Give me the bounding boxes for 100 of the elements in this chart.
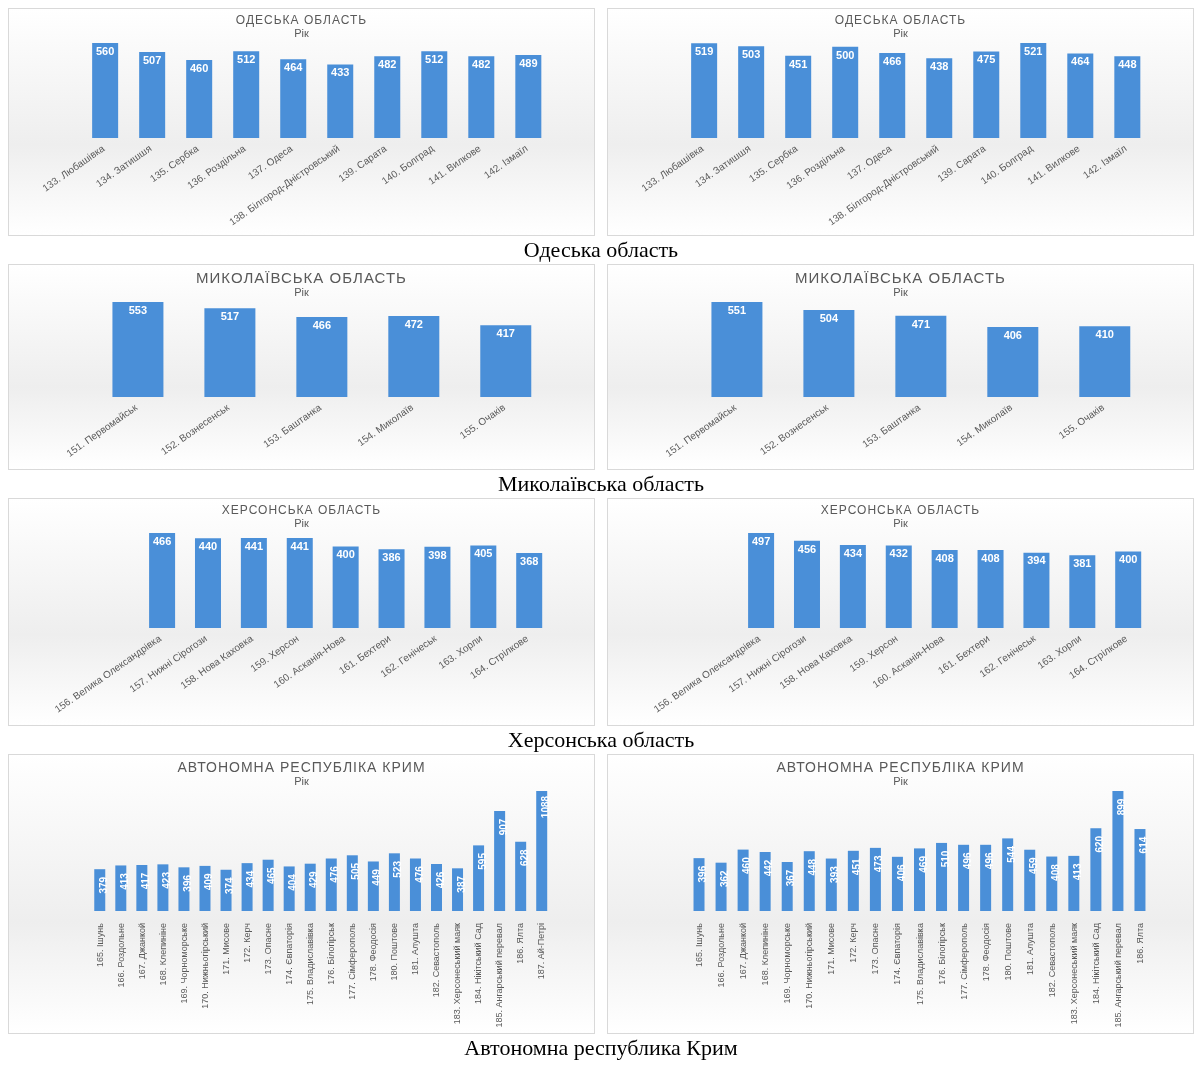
- x-tick-label: 175. Владиславівка: [304, 923, 315, 1006]
- bar: [1112, 791, 1124, 911]
- x-tick-label: 177. Сімферополь: [347, 922, 358, 1000]
- bar: [1020, 43, 1047, 138]
- data-label: 460: [190, 61, 209, 74]
- x-tick-label: 173. Опасне: [870, 923, 881, 975]
- bar: [785, 55, 812, 138]
- x-tick-label: 165. Ішунь: [694, 922, 705, 967]
- text: Херсонська область: [506, 726, 696, 754]
- data-label: 440: [198, 540, 218, 553]
- bar: [832, 46, 859, 138]
- bar: [112, 302, 164, 397]
- bar: [691, 43, 718, 138]
- data-label: 553: [128, 303, 148, 316]
- x-tick-label: 181. Алушта: [1024, 923, 1035, 976]
- bar: [286, 538, 313, 628]
- data-label: 386: [382, 551, 401, 564]
- data-label: 595: [476, 852, 488, 870]
- x-tick-label: 171. Мисове: [826, 923, 837, 975]
- data-label: 408: [1049, 863, 1061, 881]
- x-tick-label: 172. Керч: [848, 922, 859, 963]
- data-label: 362: [719, 869, 731, 888]
- data-label: 510: [939, 850, 951, 868]
- data-label: 396: [697, 865, 709, 883]
- text: Миколаївська область: [497, 470, 705, 498]
- data-label: 368: [520, 554, 539, 567]
- x-tick-label: 166. Роздольне: [716, 923, 727, 988]
- data-label: 551: [727, 303, 747, 316]
- data-label: 476: [329, 865, 341, 883]
- bar: [839, 545, 866, 628]
- x-tick-label: 182. Севастополь: [1046, 922, 1057, 998]
- data-label: 476: [413, 865, 425, 883]
- bar: [327, 64, 354, 138]
- text: Автономна республика Крим: [463, 1034, 739, 1062]
- data-label: 496: [983, 852, 995, 870]
- chart-subtitle: Рік: [293, 775, 310, 787]
- x-tick-label: 177. Сімферополь: [958, 922, 969, 1000]
- bar: [149, 533, 176, 628]
- x-tick-label: 176. Білогірськ: [936, 922, 947, 985]
- bar: [470, 545, 497, 628]
- x-tick-label: 175. Владиславівка: [914, 923, 925, 1006]
- data-label: 408: [935, 551, 954, 564]
- bar: [421, 51, 448, 138]
- data-label: 460: [741, 856, 753, 874]
- text: Одеська область: [522, 236, 680, 264]
- data-label: 459: [1027, 856, 1039, 875]
- bar: [936, 842, 948, 911]
- chart-title: МИКОЛАЇВСЬКА ОБЛАСТЬ: [195, 269, 408, 286]
- data-label: 482: [378, 58, 397, 71]
- x-tick-label: 176. Білогірськ: [326, 922, 337, 985]
- bar: [977, 550, 1004, 628]
- data-label: 614: [1138, 836, 1150, 854]
- data-label: 449: [371, 868, 383, 886]
- chart-title: АВТОНОМНА РЕСПУБЛІКА КРИМ: [775, 759, 1026, 775]
- data-label: 432: [889, 547, 908, 560]
- bar: [1115, 551, 1142, 628]
- bar: [1023, 552, 1050, 628]
- data-label: 434: [843, 546, 863, 559]
- x-tick-label: 170. Нижньогірський: [804, 923, 815, 1009]
- data-label: 472: [404, 317, 423, 330]
- x-tick-label: 183. Херсонеський маяк: [452, 922, 463, 1025]
- bar: [1079, 326, 1131, 397]
- x-tick-label: 187. Ай-Петрі: [536, 923, 547, 980]
- data-label: 448: [807, 858, 819, 876]
- data-label: 400: [336, 548, 355, 561]
- x-tick-label: 186. Ялта: [1134, 923, 1145, 964]
- x-tick-label: 184. Нікітський Сад: [473, 922, 484, 1005]
- data-label: 434: [245, 870, 257, 888]
- data-label: 489: [519, 56, 538, 69]
- x-tick-label: 167. Джанкой: [738, 923, 749, 980]
- data-label: 394: [1027, 554, 1047, 567]
- data-label: 469: [917, 855, 929, 873]
- data-label: 406: [895, 864, 907, 882]
- chart-title: ОДЕСЬКА ОБЛАСТЬ: [833, 13, 968, 27]
- bar: [1114, 56, 1141, 138]
- data-label: 620: [1093, 835, 1105, 853]
- bar: [803, 310, 855, 397]
- data-label: 417: [139, 872, 151, 890]
- data-label: 503: [741, 48, 761, 61]
- data-label: 381: [1073, 556, 1092, 569]
- bar: [332, 546, 359, 628]
- data-label: 523: [392, 860, 404, 878]
- data-label: 505: [350, 862, 362, 880]
- x-tick-label: 185. Ангарський перевал: [1112, 923, 1123, 1028]
- bar: [516, 552, 543, 628]
- bar: [194, 538, 221, 628]
- data-label: 398: [428, 548, 447, 561]
- bar: [378, 549, 405, 628]
- x-tick-label: 186. Ялта: [515, 923, 526, 964]
- bar: [987, 327, 1039, 397]
- data-label: 512: [425, 52, 444, 65]
- x-tick-label: 182. Севастополь: [431, 922, 442, 998]
- data-label: 519: [694, 45, 714, 58]
- bar: [748, 533, 775, 628]
- bar: [1090, 828, 1102, 911]
- data-label: 517: [220, 309, 240, 322]
- bar: [139, 51, 166, 138]
- data-label: 406: [1003, 328, 1022, 341]
- data-label: 426: [434, 871, 446, 889]
- data-label: 504: [819, 311, 839, 324]
